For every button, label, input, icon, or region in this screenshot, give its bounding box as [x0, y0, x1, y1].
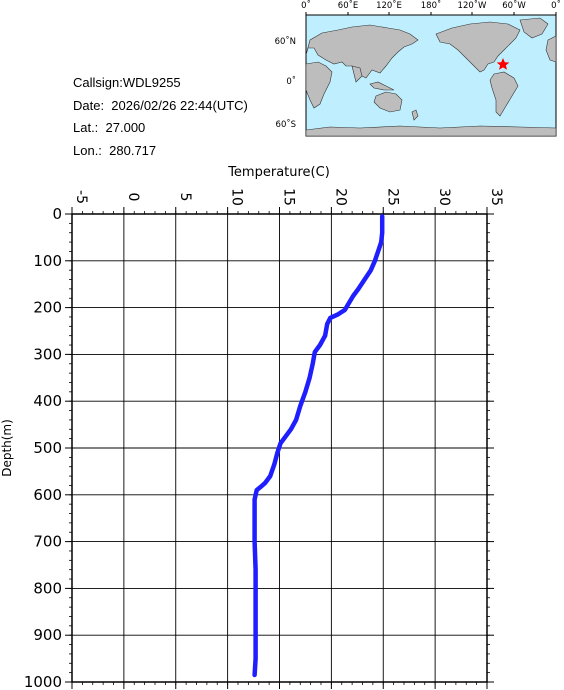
- y-tick-label: 500: [33, 439, 62, 457]
- x-tick-label: 10: [229, 188, 245, 206]
- y-tick-label: 1000: [24, 673, 62, 690]
- x-tick-label: 15: [281, 188, 297, 206]
- map-longitude-label: 60˚E: [338, 0, 358, 11]
- map-longitude-label: 0˚: [301, 0, 311, 11]
- map-longitude-label: 180˚: [421, 0, 441, 11]
- map-longitude-label: 120˚E: [376, 0, 402, 11]
- map-longitude-label: 60˚W: [502, 0, 526, 11]
- land-india: [351, 65, 363, 83]
- date-label: Date: 2026/02/26 22:44(UTC): [73, 97, 248, 113]
- map-latitude-label: 60˚N: [275, 36, 296, 47]
- station-marker-star-icon: [496, 58, 510, 70]
- plot-frame: [71, 213, 488, 683]
- y-tick-label: 800: [33, 579, 62, 597]
- land-africa: [305, 61, 333, 109]
- x-tick-label: -5: [73, 190, 89, 204]
- map-land: [305, 17, 557, 137]
- y-axis-label: Depth(m): [0, 419, 14, 477]
- longitude-label: Lon.: 280.717: [73, 142, 157, 158]
- land-north-america: [435, 21, 521, 73]
- land-australia: [373, 91, 403, 113]
- x-tick-label: 0: [125, 193, 141, 202]
- y-tick-label: 600: [33, 486, 62, 504]
- y-tick-label: 700: [33, 533, 62, 551]
- land-eurasia: [305, 24, 419, 79]
- map-longitude-label: 0˚: [551, 0, 561, 11]
- land-greenland: [519, 17, 549, 39]
- y-tick-label: 900: [33, 626, 62, 644]
- y-tick-label: 300: [33, 345, 62, 363]
- land-indonesia: [369, 81, 395, 91]
- x-tick-label: 25: [384, 188, 400, 206]
- x-tick-label: 20: [332, 188, 348, 206]
- temperature-profile-line: [252, 214, 385, 678]
- x-tick-label: 5: [177, 193, 193, 202]
- x-tick-label: 35: [488, 188, 504, 206]
- latitude-label: Lat.: 27.000: [73, 120, 146, 135]
- map-longitude-label: 120˚W: [458, 0, 487, 11]
- map-latitude-label: 0˚: [286, 76, 296, 87]
- x-axis-label: Temperature(C): [227, 165, 330, 180]
- land-new-zealand: [411, 109, 419, 121]
- station-info: Callsign:WDL9255 Date: 2026/02/26 22:44(…: [73, 72, 248, 162]
- land-south-america: [489, 71, 519, 117]
- land-europe-edge: [545, 35, 557, 63]
- x-tick-label: 30: [436, 188, 452, 206]
- map-latitude-label: 60˚S: [276, 119, 296, 130]
- callsign-label: Callsign:WDL9255: [73, 75, 181, 90]
- y-tick-label: 0: [52, 205, 62, 223]
- y-tick-label: 400: [33, 392, 62, 410]
- land-antarctica: [305, 125, 557, 137]
- y-tick-label: 100: [33, 252, 62, 270]
- y-tick-label: 200: [33, 299, 62, 317]
